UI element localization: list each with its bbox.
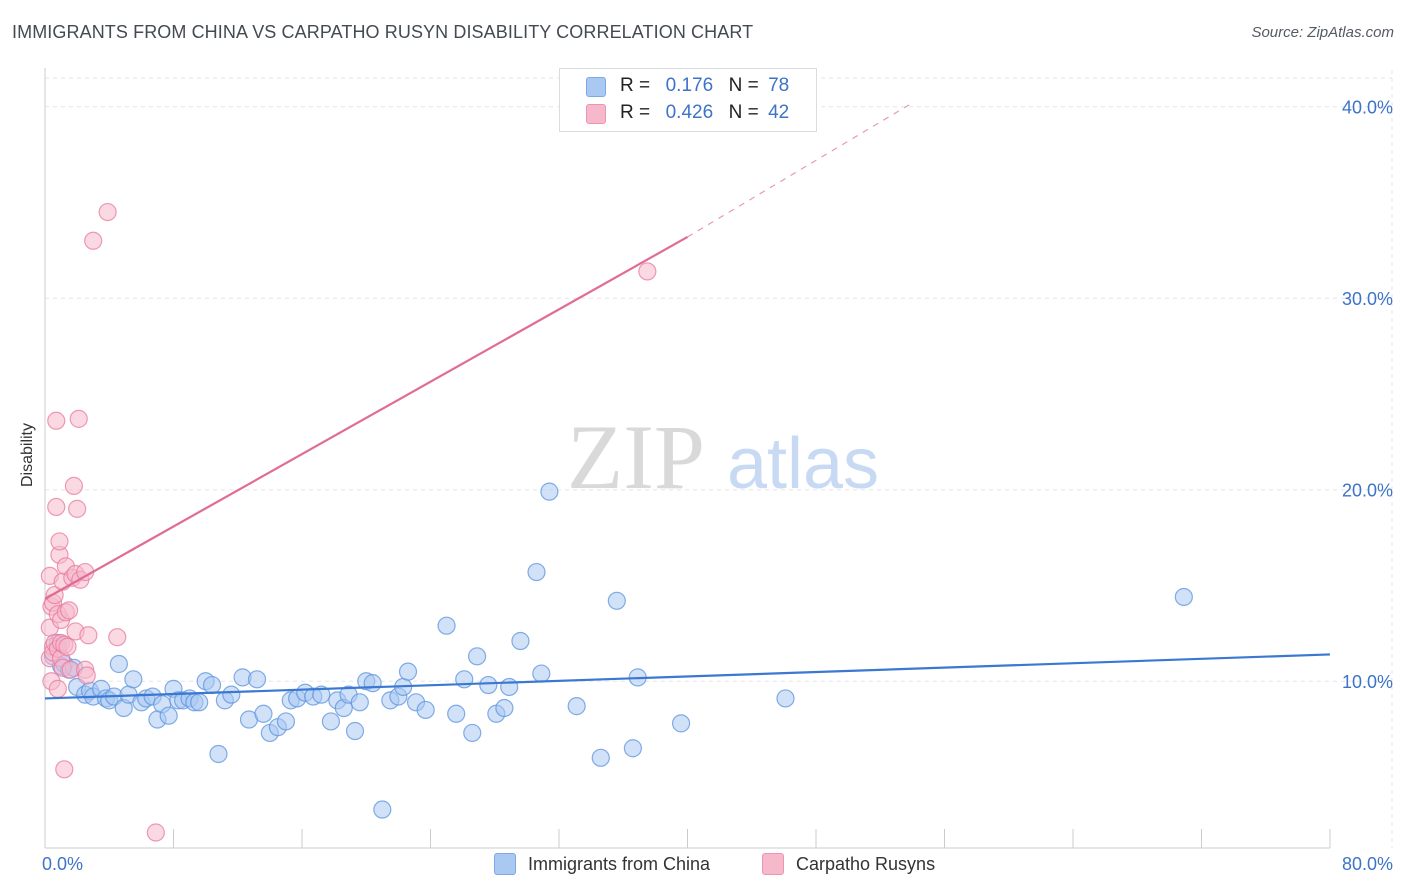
point-rusyn-13 xyxy=(48,679,67,698)
point-china-32 xyxy=(209,744,228,764)
legend-r-label: R = xyxy=(620,102,651,123)
point-china-82 xyxy=(1174,587,1193,607)
point-china-66 xyxy=(467,647,487,666)
point-rusyn-44 xyxy=(638,262,657,281)
point-rusyn-22 xyxy=(55,760,74,779)
bottom-legend-rusyn: Carpatho Rusyns xyxy=(762,852,935,876)
point-china-23 xyxy=(159,706,178,725)
legend-swatch-china xyxy=(586,77,606,97)
point-china-55 xyxy=(373,800,392,819)
trend-line-rusyn xyxy=(44,235,689,600)
y-tick-label-10: 10.0% xyxy=(1342,672,1393,692)
watermark-zip: ZIP xyxy=(567,406,705,508)
point-china-76 xyxy=(591,748,610,767)
point-rusyn-41 xyxy=(98,202,117,222)
legend-r-value: 0.426 xyxy=(665,102,714,123)
point-rusyn-27 xyxy=(59,601,79,620)
point-china-73 xyxy=(532,664,551,683)
point-rusyn-42 xyxy=(108,628,127,647)
trend-line-rusyn-extension xyxy=(687,102,913,238)
x-tick-label-min: 0.0% xyxy=(42,854,83,874)
point-china-38 xyxy=(254,704,273,723)
y-axis-label: Disability xyxy=(19,422,36,488)
point-rusyn-30 xyxy=(64,476,84,495)
point-rusyn-40 xyxy=(84,231,103,250)
point-china-14 xyxy=(109,654,128,674)
bottom-legend-label-china: Immigrants from China xyxy=(528,853,711,874)
point-china-51 xyxy=(345,721,365,741)
gridlines xyxy=(45,70,1393,848)
bottom-legend-swatch-china xyxy=(494,853,516,875)
point-china-65 xyxy=(463,723,482,743)
point-rusyn-10 xyxy=(47,497,66,517)
point-china-67 xyxy=(479,675,498,695)
point-china-52 xyxy=(350,693,369,712)
bottom-legend-china: Immigrants from China xyxy=(494,852,710,876)
point-china-77 xyxy=(607,591,626,610)
trend-lines xyxy=(44,102,1331,700)
x-tick-label-max: 80.0% xyxy=(1342,854,1393,874)
point-rusyn-38 xyxy=(77,666,96,685)
point-china-81 xyxy=(776,689,795,708)
chart-title: IMMIGRANTS FROM CHINA VS CARPATHO RUSYN … xyxy=(12,22,754,42)
correlation-legend: R = 0.176 N = 78 R = 0.426 N = 42 xyxy=(559,68,817,132)
point-china-34 xyxy=(222,685,241,704)
point-china-75 xyxy=(567,697,586,716)
point-rusyn-16 xyxy=(50,532,69,551)
point-china-71 xyxy=(511,631,530,651)
tick-labels: 10.0% 20.0% 30.0% 40.0% 0.0% 80.0% xyxy=(42,98,1393,874)
point-china-61 xyxy=(416,700,435,720)
legend-r-value: 0.176 xyxy=(665,75,714,96)
point-china-59 xyxy=(398,662,418,681)
point-rusyn-39 xyxy=(79,626,98,645)
legend-n-label: N = xyxy=(728,75,759,96)
series-immigrants-from-china xyxy=(43,482,1193,819)
point-rusyn-26 xyxy=(58,637,77,656)
legend-r-label: R = xyxy=(620,75,651,96)
point-china-31 xyxy=(202,675,222,695)
point-rusyn-11 xyxy=(47,411,66,430)
point-rusyn-34 xyxy=(69,409,88,428)
watermark: ZIP atlas xyxy=(567,406,879,508)
point-china-74 xyxy=(540,482,559,501)
bottom-legend-label-rusyn: Carpatho Rusyns xyxy=(796,853,936,874)
point-china-70 xyxy=(500,677,519,697)
point-china-54 xyxy=(363,674,382,693)
point-rusyn-33 xyxy=(68,499,87,518)
point-china-17 xyxy=(124,670,143,689)
source-label: Source: ZipAtlas.com xyxy=(1251,24,1394,41)
point-china-80 xyxy=(671,714,691,733)
watermark-atlas: atlas xyxy=(727,424,879,504)
point-china-69 xyxy=(495,698,514,718)
y-tick-label-30: 30.0% xyxy=(1342,289,1393,309)
point-china-72 xyxy=(527,562,546,582)
legend-n-value: 42 xyxy=(768,102,790,123)
series-carpatho-rusyns xyxy=(40,202,657,842)
point-rusyn-43 xyxy=(146,823,165,842)
point-china-41 xyxy=(276,712,296,731)
axes xyxy=(44,68,1331,849)
point-china-63 xyxy=(447,704,466,723)
point-china-37 xyxy=(247,670,267,689)
y-tick-label-40: 40.0% xyxy=(1342,98,1393,118)
bottom-legend-swatch-rusyn xyxy=(762,853,784,875)
legend-swatch-rusyn xyxy=(586,104,606,124)
point-china-62 xyxy=(437,616,456,635)
point-china-46 xyxy=(312,685,331,704)
point-china-78 xyxy=(623,739,642,758)
point-china-47 xyxy=(321,712,341,731)
legend-n-value: 78 xyxy=(768,75,790,96)
legend-n-label: N = xyxy=(728,102,759,123)
trend-line-china xyxy=(44,653,1331,700)
y-tick-label-20: 20.0% xyxy=(1342,481,1393,501)
point-china-29 xyxy=(190,693,209,712)
